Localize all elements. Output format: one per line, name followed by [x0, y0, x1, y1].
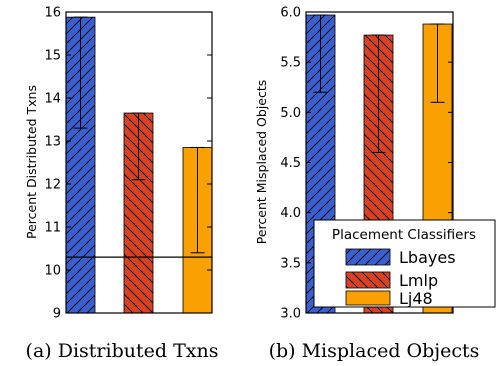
error-bar-lj48	[190, 146, 205, 254]
y-tick-label: 4.5	[280, 156, 301, 171]
y-tick-label: 9	[53, 307, 61, 322]
y-tick-label: 3.0	[280, 307, 301, 322]
subfigure-caption: (a) Distributed Txns	[26, 340, 219, 362]
error-bar-lmlp	[371, 34, 386, 153]
legend-swatch-lmlp	[345, 271, 391, 289]
error-bar-lj48	[430, 23, 445, 103]
legend-label-lmlp: Lmlp	[399, 271, 438, 290]
error-bar-lbayes	[73, 16, 88, 129]
subfigure-caption: (b) Misplaced Objects	[269, 340, 480, 362]
legend: Placement Classifiers Lbayes Lmlp Lj48	[313, 219, 496, 308]
y-tick-label: 11	[44, 221, 61, 236]
legend-title: Placement Classifiers	[332, 227, 476, 243]
error-bar-lmlp	[131, 112, 146, 181]
y-tick-label: 4.0	[280, 206, 301, 221]
plot-frame	[65, 11, 213, 314]
legend-label-lj48: Lj48	[399, 289, 433, 308]
legend-label-lbayes: Lbayes	[399, 248, 456, 267]
y-tick-label: 5.0	[280, 106, 301, 121]
y-tick-label: 3.5	[280, 256, 301, 271]
y-tick-label: 5.5	[280, 56, 301, 71]
y-tick-label: 12	[44, 178, 61, 193]
legend-swatch-lbayes	[345, 248, 391, 266]
misplaced-objects-chart: 3.0 3.5 4.0 4.5 5.0 5.5 6.0 Percent Misplaced …	[254, 6, 496, 362]
y-axis-label: Percent Distributed Txns	[24, 85, 39, 239]
y-tick-label: 15	[44, 49, 61, 64]
error-bar-lbayes	[313, 14, 328, 93]
legend-swatch-lj48	[345, 290, 391, 306]
y-tick-label: 6.0	[280, 6, 301, 21]
y-axis-label: Percent Misplaced Objects	[254, 80, 269, 245]
y-tick-label: 13	[44, 135, 61, 150]
distributed-txns-chart: 9 10 11 12 13 14 15 16 Percent Distributed Txns…	[24, 6, 218, 363]
y-tick-label: 10	[44, 264, 61, 279]
y-tick-label: 16	[44, 6, 61, 21]
y-tick-label: 14	[44, 92, 61, 107]
